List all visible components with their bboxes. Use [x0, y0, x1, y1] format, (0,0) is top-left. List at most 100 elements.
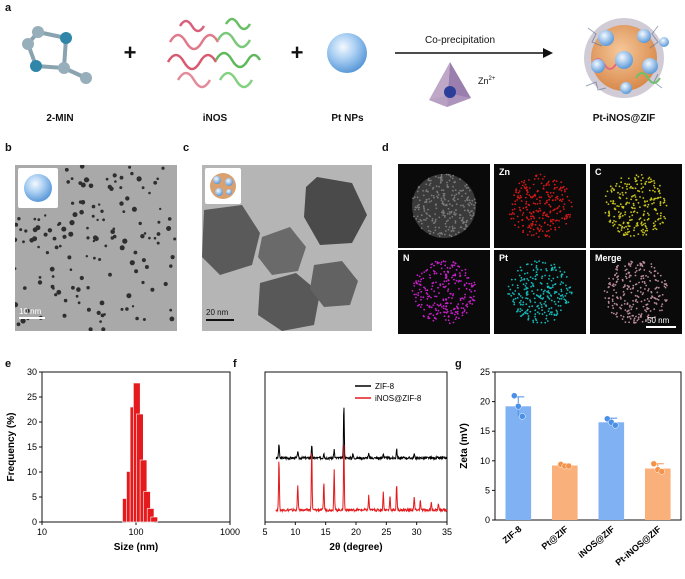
eds-dot — [431, 219, 434, 222]
eds-dot — [459, 189, 462, 192]
eds-dot — [442, 260, 445, 263]
eds-dot — [439, 304, 442, 307]
eds-dot — [536, 190, 539, 193]
eds-dot — [534, 278, 537, 281]
eds-dot — [542, 290, 545, 293]
eds-dot — [519, 266, 522, 269]
eds-dot — [443, 270, 446, 273]
eds-dot — [469, 201, 471, 204]
zeta-bar — [598, 422, 625, 520]
eds-dot — [569, 291, 571, 293]
eds-dot — [648, 300, 650, 303]
eds-dot — [654, 208, 656, 210]
eds-dot — [637, 316, 640, 319]
eds-dot — [520, 200, 523, 202]
eds-dot — [451, 216, 454, 218]
eds-dot — [456, 310, 459, 313]
eds-dot — [612, 200, 615, 202]
eds-dot — [447, 288, 450, 291]
eds-dot — [440, 197, 443, 200]
eds-dot — [459, 297, 462, 300]
eds-dot — [630, 260, 632, 263]
pt-particle — [69, 268, 73, 271]
eds-dot — [641, 293, 644, 296]
eds-dot — [417, 280, 420, 282]
eds-dot — [538, 196, 541, 199]
eds-dot — [533, 178, 536, 180]
eds-dot — [636, 301, 639, 303]
pt-particle — [98, 258, 102, 261]
eds-dot — [437, 196, 439, 199]
eds-dot — [437, 233, 440, 235]
panel-label-b: b — [5, 142, 12, 154]
eds-dot — [631, 306, 633, 308]
eds-dot — [639, 196, 641, 198]
eds-dot — [659, 201, 662, 203]
eds-dot — [558, 188, 561, 191]
eds-dot — [639, 262, 642, 265]
eds-dot — [561, 200, 563, 203]
eds-dot — [517, 308, 519, 311]
eds-dot — [657, 286, 660, 289]
eds-dot — [519, 310, 521, 313]
eds-dot — [663, 197, 665, 200]
eds-dot — [522, 224, 524, 227]
pt-particle — [122, 238, 128, 244]
replicate-point — [511, 392, 518, 399]
eds-dot — [442, 214, 444, 216]
eds-dot — [540, 297, 542, 300]
pt-particle — [167, 217, 172, 221]
eds-dot — [603, 290, 606, 292]
pt-inos-zif-composite-icon — [584, 18, 669, 98]
eds-dot — [619, 215, 622, 218]
eds-dot — [542, 187, 545, 190]
eds-dot — [632, 284, 635, 287]
eds-dot — [509, 288, 512, 291]
scale-label-d: 50 nm — [647, 316, 670, 325]
eds-dot — [532, 277, 534, 280]
eds-dot — [507, 285, 510, 288]
eds-dot — [646, 206, 649, 208]
eds-map-icon — [604, 174, 668, 237]
eds-dot — [630, 291, 633, 294]
eds-dot — [434, 213, 436, 215]
eds-dot — [454, 222, 457, 224]
eds-dot — [430, 306, 433, 309]
pt-particle — [94, 236, 99, 242]
eds-dot — [551, 195, 553, 197]
eds-dot — [647, 177, 650, 180]
eds-dot — [520, 299, 522, 302]
eds-dot — [615, 182, 618, 185]
eds-dot — [546, 282, 549, 285]
reaction-arrow-icon — [395, 48, 553, 58]
pt-particle — [96, 218, 99, 222]
eds-dot — [453, 199, 456, 202]
pt-particle — [62, 234, 67, 239]
eds-dot — [641, 231, 644, 233]
eds-dot — [631, 214, 634, 217]
eds-dot — [624, 213, 626, 216]
eds-dot — [435, 318, 437, 320]
pt-particle — [33, 217, 37, 221]
eds-dot — [634, 274, 637, 277]
eds-dot — [534, 194, 537, 197]
replicate-point — [658, 468, 666, 475]
eds-dot — [423, 286, 425, 289]
x-tick-label: 5 — [262, 527, 267, 537]
y-tick-label: 30 — [27, 367, 37, 377]
eds-dot — [436, 195, 438, 198]
eds-dot — [626, 183, 629, 186]
eds-dot — [454, 262, 457, 265]
eds-dot — [636, 295, 639, 297]
eds-dot — [415, 296, 417, 299]
eds-dot — [461, 314, 464, 317]
x-tick-label: 30 — [412, 527, 422, 537]
eds-dot — [525, 282, 528, 285]
pt-particle — [22, 240, 25, 244]
eds-dot — [565, 292, 568, 295]
eds-dot — [438, 216, 441, 219]
eds-dot — [438, 235, 441, 237]
pt-particle — [101, 327, 106, 331]
replicate-point — [565, 462, 573, 470]
eds-dot — [433, 196, 435, 199]
